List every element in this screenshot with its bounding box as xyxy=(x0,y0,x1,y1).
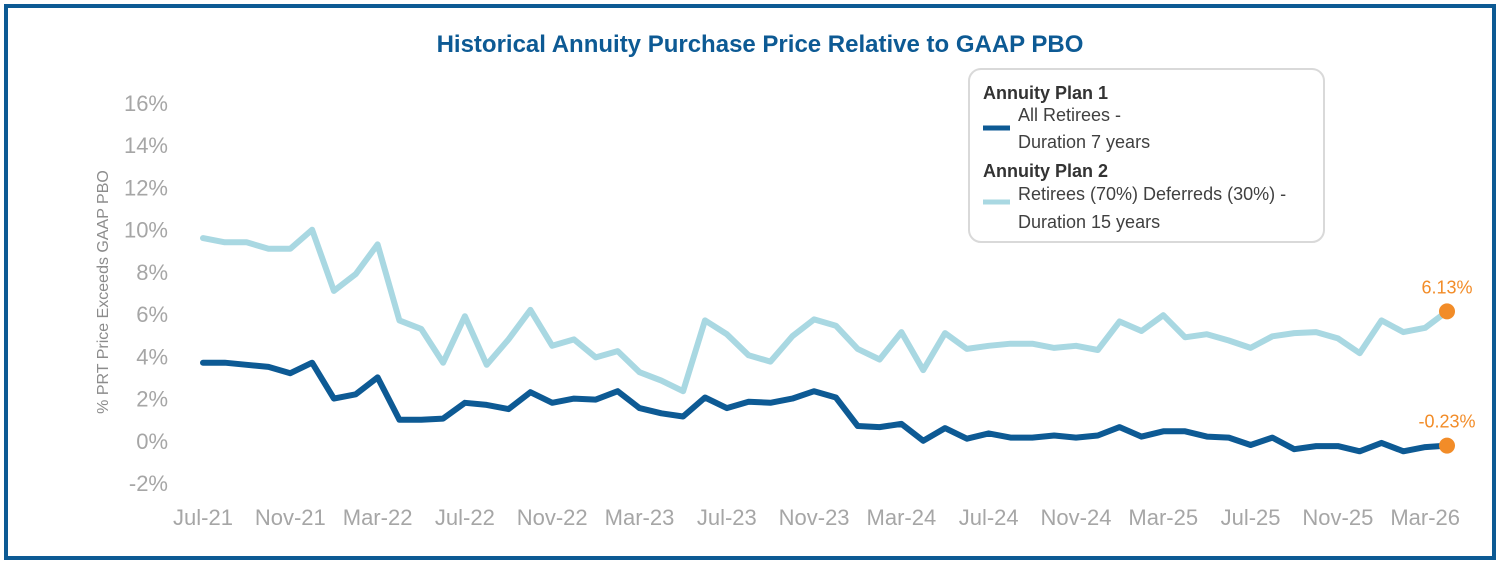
x-tick-label: Mar-23 xyxy=(605,505,675,530)
x-tick-label: Nov-24 xyxy=(1041,505,1112,530)
legend-header-plan-2: Annuity Plan 2 xyxy=(983,161,1108,181)
y-tick-label: 2% xyxy=(136,387,168,412)
x-tick-label: Nov-23 xyxy=(779,505,850,530)
y-tick-label: 16% xyxy=(124,91,168,116)
y-axis-ticks: 16% 14% 12% 10% 8% 6% 4% 2% 0% -2% xyxy=(124,91,168,496)
y-axis-label: % PRT Price Exceeds GAAP PBO xyxy=(95,170,112,414)
y-tick-label: 4% xyxy=(136,344,168,369)
legend-label-plan-2-line-1: Retirees (70%) Deferreds (30%) - xyxy=(1018,184,1286,204)
legend-box xyxy=(968,68,1325,243)
y-tick-label: 12% xyxy=(124,175,168,200)
end-marker-plan-2 xyxy=(1439,303,1455,320)
x-tick-label: Mar-26 xyxy=(1390,505,1460,530)
x-tick-label: Jul-25 xyxy=(1221,505,1281,530)
x-tick-label: Mar-24 xyxy=(867,505,937,530)
x-tick-label: Jul-23 xyxy=(697,505,757,530)
legend-label-plan-1-line-1: All Retirees - xyxy=(1018,105,1121,125)
x-tick-label: Nov-25 xyxy=(1302,505,1373,530)
x-tick-label: Mar-25 xyxy=(1128,505,1198,530)
end-value-label-plan-1: -0.23% xyxy=(1418,412,1475,432)
x-axis-ticks: Jul-21 Nov-21 Mar-22 Jul-22 Nov-22 Mar-23 Jul-… xyxy=(173,505,1460,530)
x-tick-label: Jul-22 xyxy=(435,505,495,530)
end-marker-plan-1 xyxy=(1439,437,1455,454)
series-line-plan-2 xyxy=(200,226,1450,395)
x-tick-label: Jul-24 xyxy=(959,505,1019,530)
end-value-label-plan-2: 6.13% xyxy=(1421,277,1472,297)
y-tick-label: 6% xyxy=(136,302,168,327)
legend-label-plan-1-line-2: Duration 7 years xyxy=(1018,132,1150,152)
x-tick-label: Nov-21 xyxy=(255,505,326,530)
y-tick-label: 8% xyxy=(136,260,168,285)
x-tick-label: Jul-21 xyxy=(173,505,233,530)
x-tick-label: Mar-22 xyxy=(343,505,413,530)
chart-title: Historical Annuity Purchase Price Relati… xyxy=(437,31,1084,58)
y-tick-label: 14% xyxy=(124,133,168,158)
legend-header-plan-1: Annuity Plan 1 xyxy=(983,83,1108,103)
y-tick-label: 0% xyxy=(136,429,168,454)
x-tick-label: Nov-22 xyxy=(517,505,588,530)
series-line-plan-1 xyxy=(200,359,1450,455)
y-tick-label: 10% xyxy=(124,218,168,243)
legend: Annuity Plan 1 All Retirees - Duration 7… xyxy=(968,68,1325,243)
legend-label-plan-2-line-2: Duration 15 years xyxy=(1018,212,1160,232)
y-tick-label: -2% xyxy=(129,471,168,496)
